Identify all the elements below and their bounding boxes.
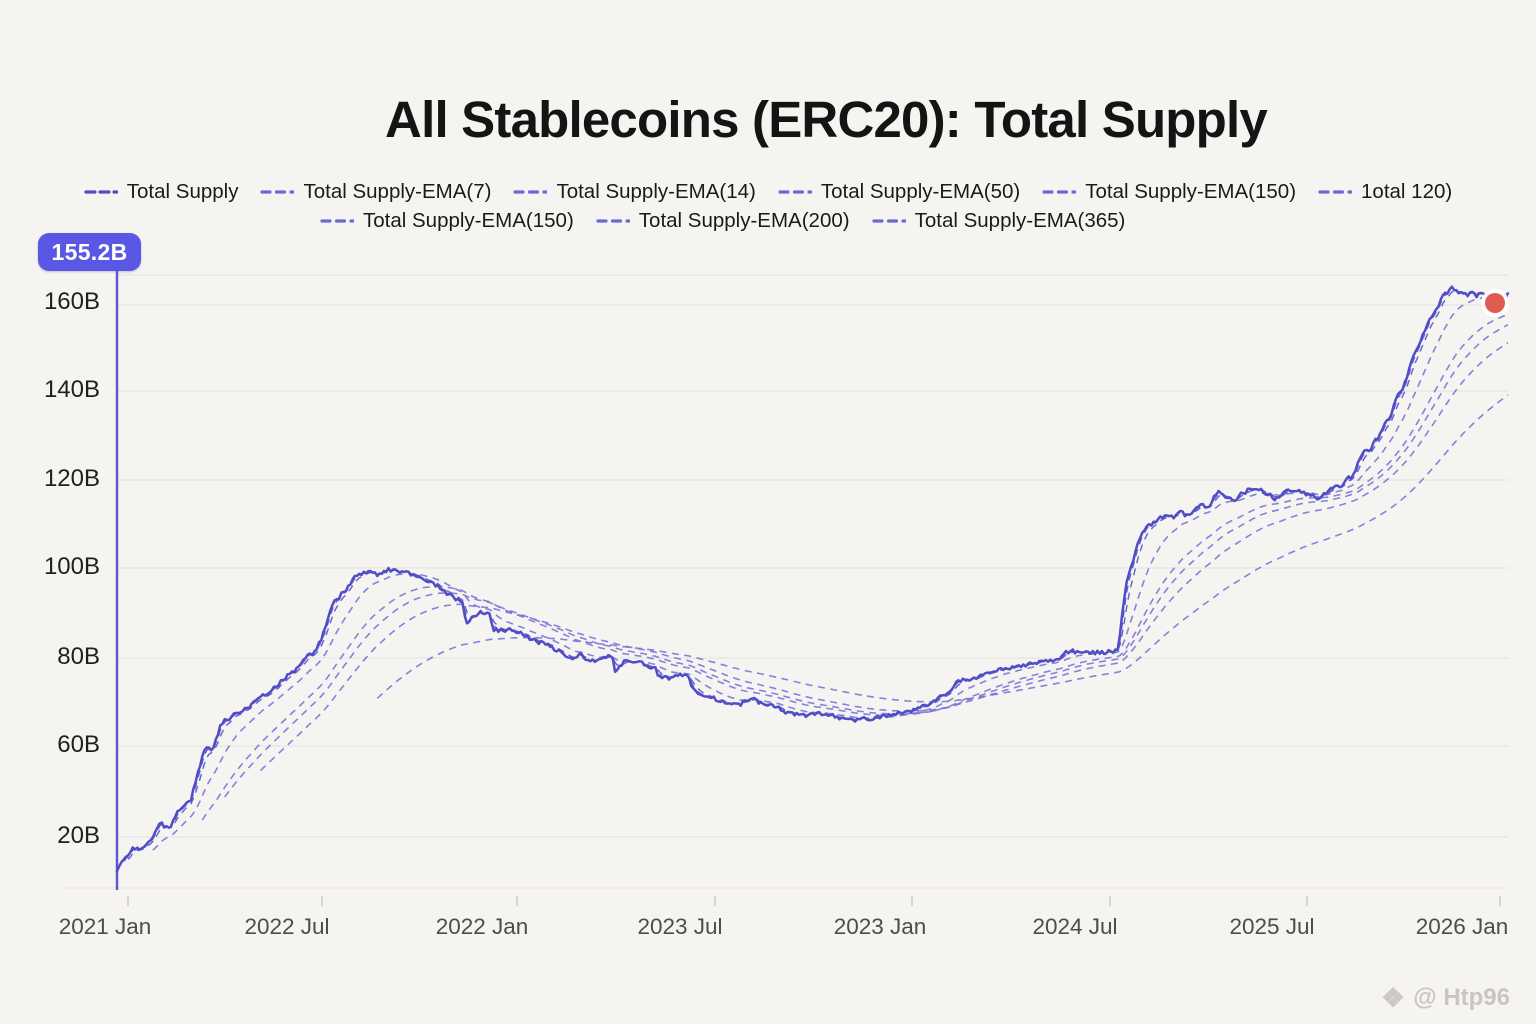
legend-row-2: Total Supply-EMA(150) Total Supply-EMA(2…: [0, 206, 1536, 235]
legend-item-total-supply-ema-150[interactable]: Total Supply-EMA(150): [1042, 180, 1296, 204]
legend-item-total-supply-ema-50[interactable]: Total Supply-EMA(50): [778, 180, 1020, 204]
last-value-badge: 155.2B: [38, 233, 141, 271]
ema-line-7: [123, 287, 1509, 862]
legend-dash-icon: [1318, 189, 1353, 194]
legend-item-total-supply-ema-14[interactable]: Total Supply-EMA(14): [513, 180, 756, 204]
y-tick-160b: 160B: [43, 288, 100, 315]
y-tick-120b: 120B: [43, 465, 100, 492]
y-tick-100b: 100B: [43, 553, 100, 580]
watermark: ❖ @ Htp96: [1381, 984, 1510, 1012]
ema-line-14: [127, 290, 1509, 860]
legend-item-total-supply-ema-200[interactable]: Total Supply-EMA(200): [596, 209, 850, 233]
ema-line-120: [201, 313, 1509, 821]
x-tick-2025-jul: 2025 Jul: [1229, 914, 1315, 939]
legend-dash-icon: [596, 218, 630, 223]
legend-dash-icon: [513, 189, 548, 194]
legend-dash-icon: [871, 218, 906, 223]
legend-dash-icon: [778, 189, 812, 194]
x-tick-2021-jan: 2021 Jan: [58, 914, 152, 939]
legend-item-total-supply-ema-7[interactable]: Total Supply-EMA(7): [260, 180, 491, 204]
x-tick-2023-jul: 2023 Jul: [637, 914, 723, 939]
total-supply-line: [115, 285, 1510, 873]
y-tick-60b: 60B: [57, 731, 100, 758]
legend-dash-icon: [1042, 189, 1077, 194]
last-value-dot: [1485, 293, 1505, 313]
ema-line-50: [152, 296, 1509, 851]
legend-item-total-supply[interactable]: Total Supply: [84, 180, 238, 204]
x-tick-2022-jul: 2022 Jul: [244, 914, 330, 939]
watermark-text: @ Htp96: [1413, 984, 1510, 1011]
legend-item-total-supply-ema-150[interactable]: Total Supply-EMA(150): [320, 209, 574, 233]
legend-dash-icon: [260, 189, 295, 194]
ema-line-200: [260, 341, 1509, 772]
legend: Total Supply Total Supply-EMA(7) Total S…: [0, 177, 1536, 235]
chart-title: All Stablecoins (ERC20): Total Supply: [385, 91, 1268, 149]
legend-item-total-supply-ema-365[interactable]: Total Supply-EMA(365): [871, 209, 1125, 233]
legend-item-1otal-120[interactable]: 1otal 120): [1318, 180, 1452, 204]
y-tick-20b: 20B: [57, 822, 100, 849]
x-tick-2024-jul: 2024 Jul: [1032, 914, 1118, 939]
y-tick-140b: 140B: [43, 376, 100, 403]
legend-dash-icon: [320, 218, 354, 223]
ema-line-365: [376, 394, 1509, 703]
legend-dash-icon: [84, 189, 118, 194]
x-tick-2023-jan: 2023 Jan: [833, 914, 927, 939]
x-tick-2026-jan: 2026 Jan: [1415, 914, 1509, 939]
x-tick-2022-jan: 2022 Jan: [435, 914, 529, 939]
diamond-logo-icon: ❖: [1381, 982, 1406, 1013]
legend-row-1: Total Supply Total Supply-EMA(7) Total S…: [0, 177, 1536, 206]
ema-line-150: [224, 323, 1509, 798]
y-tick-80b: 80B: [57, 643, 100, 670]
